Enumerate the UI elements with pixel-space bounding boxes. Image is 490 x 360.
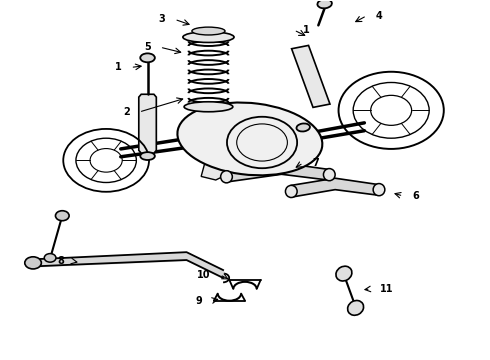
Text: 4: 4 xyxy=(375,11,382,21)
Circle shape xyxy=(44,253,56,262)
Ellipse shape xyxy=(220,171,232,183)
Text: 11: 11 xyxy=(379,284,393,294)
Text: 9: 9 xyxy=(196,296,202,306)
Ellipse shape xyxy=(323,168,335,181)
Polygon shape xyxy=(292,45,330,107)
Ellipse shape xyxy=(140,53,155,62)
Ellipse shape xyxy=(184,102,233,112)
Ellipse shape xyxy=(296,123,310,131)
Text: 10: 10 xyxy=(197,270,211,280)
Polygon shape xyxy=(201,155,230,180)
Text: 8: 8 xyxy=(58,256,65,266)
Text: 5: 5 xyxy=(144,42,151,52)
Ellipse shape xyxy=(373,184,385,196)
Text: 6: 6 xyxy=(412,191,419,201)
Ellipse shape xyxy=(183,32,234,42)
Polygon shape xyxy=(225,163,328,182)
Ellipse shape xyxy=(140,152,155,160)
Ellipse shape xyxy=(318,0,332,8)
Text: 7: 7 xyxy=(312,158,319,168)
Polygon shape xyxy=(291,178,376,197)
Ellipse shape xyxy=(336,266,352,281)
Text: 1: 1 xyxy=(115,63,122,72)
Circle shape xyxy=(55,211,69,221)
Ellipse shape xyxy=(177,103,322,175)
Circle shape xyxy=(25,257,41,269)
Text: 2: 2 xyxy=(123,107,130,117)
Ellipse shape xyxy=(347,301,364,315)
Polygon shape xyxy=(139,94,156,153)
Ellipse shape xyxy=(286,185,297,198)
Text: 1: 1 xyxy=(302,25,309,35)
Ellipse shape xyxy=(192,27,225,35)
Text: 3: 3 xyxy=(159,14,166,24)
